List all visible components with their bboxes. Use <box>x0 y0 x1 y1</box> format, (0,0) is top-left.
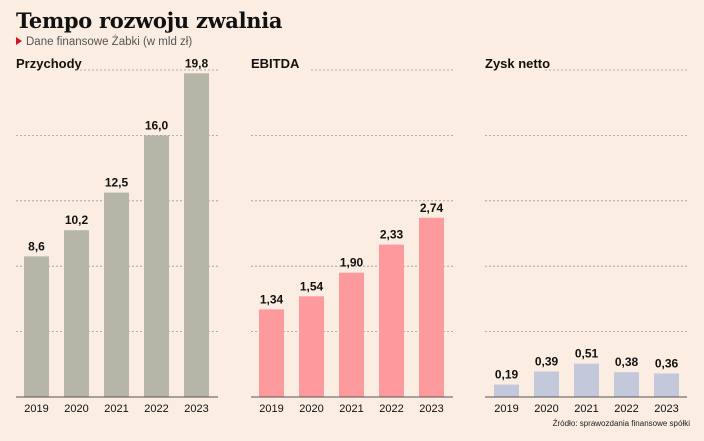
data-label: 0,38 <box>615 355 639 369</box>
chart-panel: Zysk netto 0,19 2019 0,39 2020 0,51 2021 0,38 20… <box>485 56 687 415</box>
bar <box>104 192 129 397</box>
panel-title: Zysk netto <box>485 56 550 71</box>
tick-label: 2019 <box>24 403 48 415</box>
bar <box>259 309 284 397</box>
data-label: 16,0 <box>145 118 169 132</box>
tick-label: 2022 <box>614 403 638 415</box>
bar <box>379 244 404 397</box>
subtitle-text: Dane finansowe Żabki (w mld zł) <box>26 36 193 48</box>
chart-panel: EBITDA 1,34 2019 1,54 2020 1,90 2021 2,33 2022 2,… <box>251 56 453 415</box>
tick-label: 2019 <box>494 403 518 415</box>
source-note: Źródło: sprawozdania finansowe spółki <box>552 419 690 428</box>
bar <box>574 363 599 397</box>
tick-label: 2020 <box>534 403 558 415</box>
data-label: 12,5 <box>105 176 129 190</box>
tick-label: 2020 <box>64 403 88 415</box>
data-label: 2,74 <box>420 201 444 215</box>
tick-label: 2019 <box>259 403 283 415</box>
data-label: 2,33 <box>380 228 404 242</box>
bar <box>184 73 209 398</box>
tick-label: 2023 <box>654 403 678 415</box>
data-label: 8,6 <box>28 239 45 253</box>
data-label: 19,8 <box>185 56 209 70</box>
data-label: 0,51 <box>575 347 599 361</box>
panel-title: Przychody <box>16 56 83 71</box>
chart-panel: Przychody 8,6 2019 10,2 2020 12,5 2021 16,0 2022… <box>16 56 218 415</box>
bar <box>64 230 89 397</box>
tick-label: 2022 <box>144 403 168 415</box>
bar <box>654 373 679 397</box>
bar <box>144 135 169 397</box>
bar <box>24 256 49 397</box>
panel-title: EBITDA <box>251 56 300 71</box>
data-label: 0,36 <box>655 356 679 370</box>
tick-label: 2021 <box>574 403 598 415</box>
bar <box>299 296 324 397</box>
bar <box>419 217 444 397</box>
bar <box>339 272 364 397</box>
data-label: 1,90 <box>340 256 364 270</box>
chart-title: Tempo rozwoju zwalnia <box>16 8 283 33</box>
tick-label: 2023 <box>419 403 443 415</box>
data-label: 0,19 <box>495 368 519 382</box>
red-triangle-icon <box>16 37 22 45</box>
data-label: 10,2 <box>65 213 89 227</box>
bar <box>534 371 559 397</box>
bar <box>494 384 519 397</box>
data-label: 0,39 <box>535 354 559 368</box>
tick-label: 2023 <box>184 403 208 415</box>
chart-subtitle: Dane finansowe Żabki (w mld zł) <box>16 36 192 48</box>
bar <box>614 372 639 397</box>
tick-label: 2020 <box>299 403 323 415</box>
tick-label: 2021 <box>339 403 363 415</box>
tick-label: 2021 <box>104 403 128 415</box>
tick-label: 2022 <box>379 403 403 415</box>
data-label: 1,54 <box>300 279 324 293</box>
data-label: 1,34 <box>260 292 284 306</box>
